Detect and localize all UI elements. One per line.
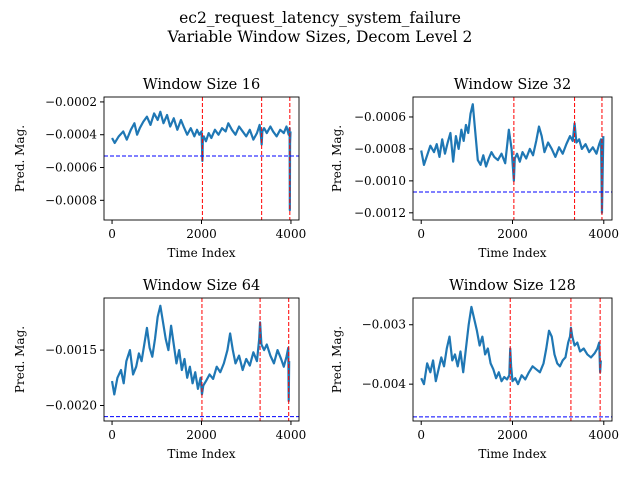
- y-tick-label: −0.0006: [45, 161, 97, 175]
- panel-title: Window Size 64: [143, 278, 261, 294]
- y-axis-label: Pred. Mag.: [330, 125, 344, 192]
- y-tick-label: −0.0015: [45, 343, 97, 357]
- x-axis-label: Time Index: [167, 447, 235, 461]
- y-tick-label: −0.004: [362, 377, 407, 391]
- figure-subtitle: Variable Window Sizes, Decom Level 2: [167, 28, 473, 46]
- x-tick-label: 2000: [497, 428, 528, 442]
- chart-panel-3: 0 2000 4000 −0.0020 −0.0015 Window Size 64 Tim…: [13, 278, 306, 461]
- x-axis-label: Time Index: [478, 447, 546, 461]
- x-tick-label: 0: [417, 227, 425, 241]
- series-line: [420, 103, 605, 214]
- chart-panel-1: 0 2000 4000 −0.0008 −0.0006 −0.0004 −0.0002 Win…: [13, 77, 306, 260]
- y-tick-label: −0.0012: [354, 206, 406, 220]
- panel-title: Window Size 16: [143, 77, 261, 93]
- x-tick-label: 4000: [589, 227, 620, 241]
- y-tick-label: −0.0002: [45, 95, 97, 109]
- y-axis-label: Pred. Mag.: [330, 326, 344, 393]
- series-line: [420, 305, 602, 386]
- y-axis-label: Pred. Mag.: [13, 326, 27, 393]
- panel-title: Window Size 32: [454, 77, 572, 93]
- series-line: [110, 304, 291, 403]
- figure-title: ec2_request_latency_system_failure: [179, 9, 461, 27]
- y-tick-label: −0.0004: [45, 128, 97, 142]
- y-tick-label: −0.0020: [45, 398, 97, 412]
- x-tick-label: 4000: [276, 227, 307, 241]
- x-axis-label: Time Index: [167, 246, 235, 260]
- y-axis-label: Pred. Mag.: [13, 125, 27, 192]
- y-tick-label: −0.0008: [354, 142, 406, 156]
- y-tick-label: −0.0010: [354, 174, 406, 188]
- y-tick-label: −0.0008: [45, 193, 97, 207]
- x-tick-label: 2000: [186, 227, 217, 241]
- x-tick-label: 4000: [276, 428, 307, 442]
- x-tick-label: 0: [108, 227, 116, 241]
- chart-panel-2: 0 2000 4000 −0.0012 −0.0010 −0.0008 −0.0006 Win…: [330, 77, 619, 260]
- y-tick-label: −0.003: [362, 318, 406, 332]
- x-tick-label: 4000: [589, 428, 620, 442]
- x-tick-label: 2000: [497, 227, 528, 241]
- x-axis-label: Time Index: [478, 246, 546, 260]
- panel-title: Window Size 128: [449, 278, 576, 294]
- x-tick-label: 0: [108, 428, 116, 442]
- chart-panel-4: 0 2000 4000 −0.004 −0.003 Window Size 128 Time…: [330, 278, 619, 461]
- series-line: [111, 110, 292, 212]
- x-tick-label: 0: [417, 428, 425, 442]
- x-tick-label: 2000: [186, 428, 217, 442]
- y-tick-label: −0.0006: [354, 110, 406, 124]
